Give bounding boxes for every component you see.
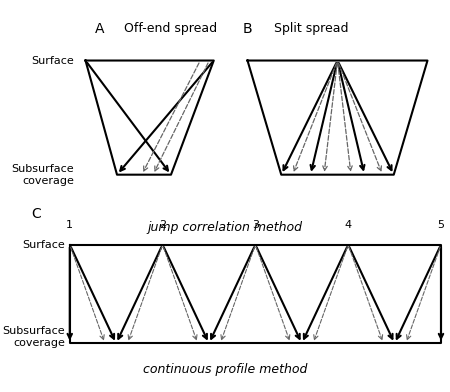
- Text: A: A: [94, 22, 104, 36]
- Text: Off-end spread: Off-end spread: [124, 22, 217, 35]
- Text: continuous profile method: continuous profile method: [143, 363, 307, 376]
- Text: 4: 4: [345, 220, 352, 230]
- Text: Subsurface
coverage: Subsurface coverage: [3, 327, 65, 348]
- Text: B: B: [243, 22, 252, 36]
- Text: 1: 1: [66, 220, 73, 230]
- Text: Surface: Surface: [32, 56, 74, 65]
- Text: Surface: Surface: [22, 240, 65, 250]
- Text: C: C: [31, 207, 41, 221]
- Text: 3: 3: [252, 220, 259, 230]
- Text: 2: 2: [159, 220, 166, 230]
- Text: jump correlation method: jump correlation method: [148, 221, 302, 234]
- Text: 5: 5: [437, 220, 445, 230]
- Text: Split spread: Split spread: [274, 22, 349, 35]
- Text: Subsurface
coverage: Subsurface coverage: [12, 165, 74, 186]
